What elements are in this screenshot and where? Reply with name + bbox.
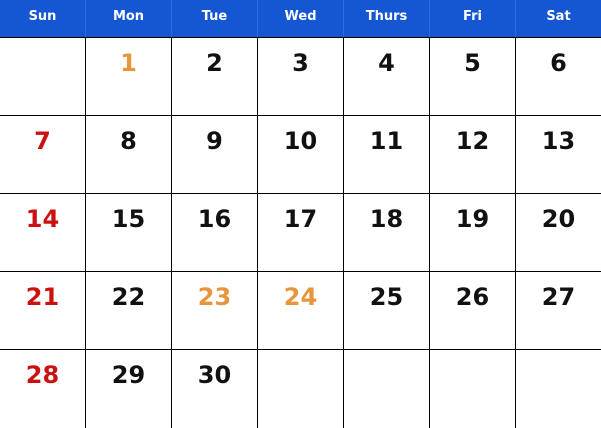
day-number: 6 xyxy=(550,49,567,77)
day-number: 1 xyxy=(120,49,137,77)
day-number: 16 xyxy=(197,205,232,233)
day-cell[interactable]: 29 xyxy=(86,350,172,428)
day-number: 23 xyxy=(197,283,232,311)
day-number: 29 xyxy=(111,361,146,389)
day-cell[interactable]: 26 xyxy=(430,272,516,350)
day-cell[interactable]: 5 xyxy=(430,38,516,116)
day-number: 7 xyxy=(34,127,51,155)
day-number: 3 xyxy=(292,49,309,77)
day-cell[interactable]: 11 xyxy=(344,116,430,194)
day-number: 11 xyxy=(369,127,404,155)
day-cell[interactable]: 16 xyxy=(172,194,258,272)
day-number: 12 xyxy=(455,127,490,155)
day-cell[interactable]: 24 xyxy=(258,272,344,350)
weekday-sun: Sun xyxy=(0,0,86,37)
day-number: 25 xyxy=(369,283,404,311)
empty-day-cell xyxy=(430,350,516,428)
day-cell[interactable]: 28 xyxy=(0,350,86,428)
day-number: 21 xyxy=(25,283,60,311)
day-cell[interactable]: 21 xyxy=(0,272,86,350)
weekday-wed: Wed xyxy=(258,0,344,37)
day-cell[interactable]: 3 xyxy=(258,38,344,116)
day-cell[interactable]: 25 xyxy=(344,272,430,350)
day-number: 19 xyxy=(455,205,490,233)
empty-day-cell xyxy=(344,350,430,428)
day-cell[interactable]: 2 xyxy=(172,38,258,116)
empty-day-cell xyxy=(516,350,601,428)
day-number: 15 xyxy=(111,205,146,233)
weekday-fri: Fri xyxy=(430,0,516,37)
day-number: 14 xyxy=(25,205,60,233)
day-number: 30 xyxy=(197,361,232,389)
day-cell[interactable]: 6 xyxy=(516,38,601,116)
day-number: 17 xyxy=(283,205,318,233)
day-number: 10 xyxy=(283,127,318,155)
weekday-tue: Tue xyxy=(172,0,258,37)
day-cell[interactable]: 1 xyxy=(86,38,172,116)
day-cell[interactable]: 23 xyxy=(172,272,258,350)
day-cell[interactable]: 22 xyxy=(86,272,172,350)
day-cell[interactable]: 13 xyxy=(516,116,601,194)
day-number: 8 xyxy=(120,127,137,155)
day-cell[interactable]: 8 xyxy=(86,116,172,194)
day-number: 27 xyxy=(541,283,576,311)
day-cell[interactable]: 20 xyxy=(516,194,601,272)
day-cell[interactable]: 30 xyxy=(172,350,258,428)
weekday-header: Sun Mon Tue Wed Thurs Fri Sat xyxy=(0,0,601,37)
weekday-sat: Sat xyxy=(546,9,571,24)
day-cell[interactable]: 15 xyxy=(86,194,172,272)
day-number: 24 xyxy=(283,283,318,311)
weekday-mon: Mon xyxy=(86,0,172,37)
day-grid: 1 2 3 4 5 6 7 8 9 10 11 12 13 14 15 16 17 18 19 20 21 22 23 24 2… xyxy=(0,37,601,428)
weekday-thurs: Thurs xyxy=(344,0,430,37)
day-number: 4 xyxy=(378,49,395,77)
empty-day-cell xyxy=(258,350,344,428)
day-cell[interactable]: 9 xyxy=(172,116,258,194)
day-cell[interactable]: 4 xyxy=(344,38,430,116)
day-number: 5 xyxy=(464,49,481,77)
day-cell[interactable]: 19 xyxy=(430,194,516,272)
day-cell[interactable]: 27 xyxy=(516,272,601,350)
day-cell[interactable]: 12 xyxy=(430,116,516,194)
day-cell[interactable]: 7 xyxy=(0,116,86,194)
day-number: 20 xyxy=(541,205,576,233)
day-number: 2 xyxy=(206,49,223,77)
day-number: 28 xyxy=(25,361,60,389)
day-number: 9 xyxy=(206,127,223,155)
day-number: 13 xyxy=(541,127,576,155)
day-cell[interactable]: 18 xyxy=(344,194,430,272)
day-number: 26 xyxy=(455,283,490,311)
empty-day-cell xyxy=(0,38,86,116)
day-cell[interactable]: 10 xyxy=(258,116,344,194)
day-cell[interactable]: 14 xyxy=(0,194,86,272)
day-cell[interactable]: 17 xyxy=(258,194,344,272)
day-number: 22 xyxy=(111,283,146,311)
day-number: 18 xyxy=(369,205,404,233)
